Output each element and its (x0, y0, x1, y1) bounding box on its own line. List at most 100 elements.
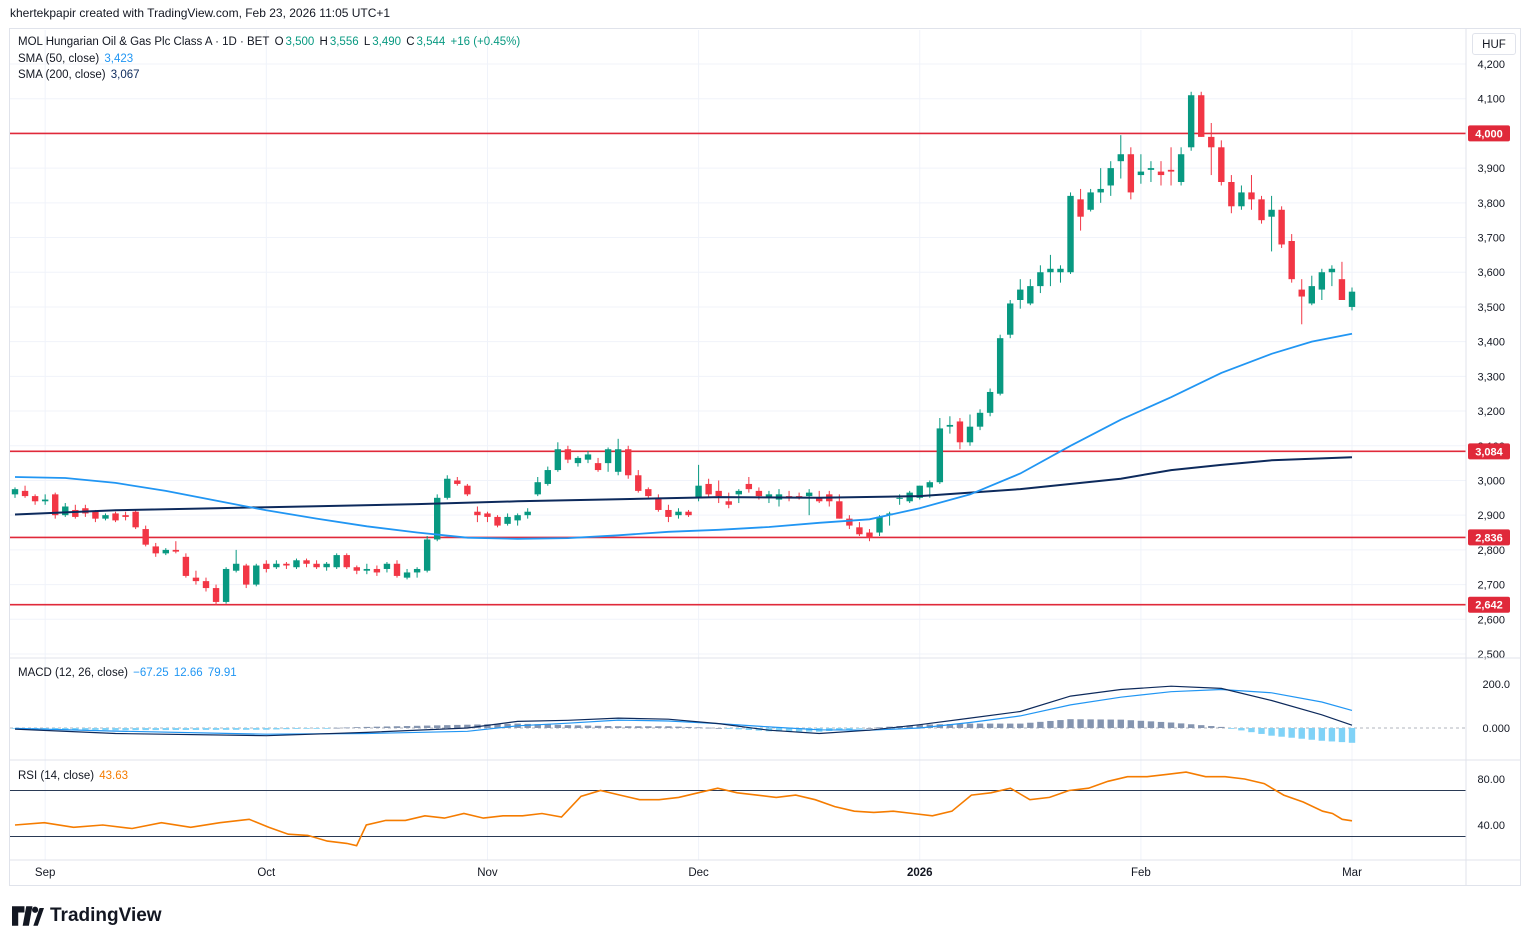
rsi-value: 43.63 (99, 770, 129, 782)
symbol-legend[interactable]: MOL Hungarian Oil & Gas Plc Class A · 1D… (18, 36, 522, 48)
currency-button[interactable]: HUF (1472, 33, 1516, 55)
macd-histogram-bar (1147, 721, 1155, 728)
candle-body (1097, 188, 1104, 193)
macd-histogram-bar (996, 723, 1004, 728)
macd-histogram-bar (1057, 720, 1064, 728)
macd-histogram-bar (1228, 728, 1235, 729)
price-tick-label: 2,800 (1477, 545, 1505, 557)
candle-body (966, 426, 974, 443)
symbol-name: MOL Hungarian Oil & Gas Plc Class A · 1D… (18, 36, 270, 48)
candle-body (202, 581, 210, 589)
low-label: L (363, 36, 371, 48)
close-label: C (406, 36, 415, 48)
price-tick-label: 2,700 (1477, 580, 1505, 592)
candle-body (996, 338, 1004, 394)
level-price-label: 4,000 (1475, 128, 1503, 140)
candle-body (1147, 168, 1155, 170)
candle-body (524, 511, 531, 516)
candle-body (1328, 268, 1336, 273)
sma200-legend[interactable]: SMA (200, close) 3,067 (18, 69, 142, 81)
macd-histogram-bar (1338, 728, 1346, 743)
rsi-tick-label: 40.00 (1477, 820, 1505, 832)
candle-body (856, 527, 863, 535)
price-tick-label: 4,100 (1477, 94, 1505, 106)
sma50-legend[interactable]: SMA (50, close) 3,423 (18, 53, 135, 65)
macd-histogram-bar (916, 724, 923, 728)
macd-histogram-bar (434, 725, 441, 728)
candle-body (1228, 182, 1235, 207)
candle-body (594, 463, 602, 471)
macd-histogram-bar (303, 728, 310, 729)
macd-histogram-bar (1047, 720, 1054, 728)
candle-body (222, 568, 230, 602)
macd-legend[interactable]: MACD (12, 26, close) −67.25 12.66 79.91 (18, 667, 239, 679)
macd-histogram-bar (162, 728, 169, 731)
macd-histogram-bar (685, 726, 692, 728)
tradingview-logo-icon (12, 906, 44, 926)
macd-histogram-bar (72, 728, 79, 730)
candle-body (936, 428, 944, 483)
candle-body (212, 588, 220, 602)
candle-body (152, 546, 159, 554)
candle-body (1107, 168, 1114, 186)
macd-histogram-bar (142, 728, 149, 731)
macd-histogram-bar (363, 726, 371, 728)
macd-histogram-bar (906, 725, 913, 728)
candle-body (122, 515, 129, 517)
macd-histogram-bar (373, 726, 381, 728)
time-tick-label: Oct (257, 867, 276, 879)
price-tick-label: 3,300 (1477, 371, 1505, 383)
macd-histogram-bar (635, 726, 642, 728)
macd-histogram-bar (1198, 725, 1205, 728)
macd-histogram-bar (625, 726, 632, 728)
macd-histogram-bar (1077, 719, 1084, 728)
macd-histogram-bar (1268, 728, 1275, 736)
time-tick-label: Feb (1131, 867, 1151, 879)
candle-body (454, 480, 461, 484)
candle-body (846, 518, 853, 526)
logo-text: TradingView (50, 905, 162, 926)
macd-histogram-bar (82, 728, 89, 730)
candle-body (805, 492, 813, 497)
macd-histogram-bar (1107, 719, 1114, 728)
macd-layer (10, 685, 1466, 743)
macd-histogram-bar (343, 727, 350, 729)
candle-body (916, 485, 923, 498)
macd-histogram-bar (41, 728, 49, 730)
tradingview-logo[interactable]: TradingView (12, 905, 162, 927)
candle-body (11, 489, 19, 495)
candle-body (1017, 289, 1024, 300)
candle-body (685, 511, 692, 516)
macd-histogram-bar (494, 724, 501, 728)
candle-body (273, 563, 280, 568)
macd-histogram-bar (584, 725, 592, 728)
macd-histogram-bar (413, 725, 421, 728)
macd-histogram-bar (564, 725, 572, 728)
candle-body (584, 454, 592, 460)
candle-body (1167, 169, 1175, 172)
open-label: O (274, 36, 284, 48)
macd-histogram-bar (192, 728, 200, 730)
macd-histogram-bar (876, 727, 883, 729)
level-price-badge (1468, 443, 1510, 460)
rsi-legend[interactable]: RSI (14, close) 43.63 (18, 770, 130, 782)
candle-body (333, 555, 340, 568)
macd-histogram-bar (956, 723, 964, 728)
candle-body (866, 532, 873, 538)
candle-body (534, 482, 541, 495)
grid-layer (10, 30, 1466, 860)
macd-histogram-value: −67.25 (133, 667, 169, 679)
price-tick-label: 3,000 (1477, 475, 1505, 487)
candle-body (645, 489, 652, 497)
macd-histogram-bar (544, 724, 551, 728)
macd-line-value: 12.66 (173, 667, 203, 679)
macd-histogram-bar (323, 728, 330, 729)
macd-histogram-bar (122, 728, 129, 731)
macd-histogram-bar (212, 728, 220, 730)
time-tick-label: 2026 (907, 867, 933, 879)
macd-histogram-bar (132, 728, 139, 731)
candle-body (695, 485, 702, 498)
macd-histogram-bar (202, 728, 210, 730)
candle-body (52, 494, 59, 516)
